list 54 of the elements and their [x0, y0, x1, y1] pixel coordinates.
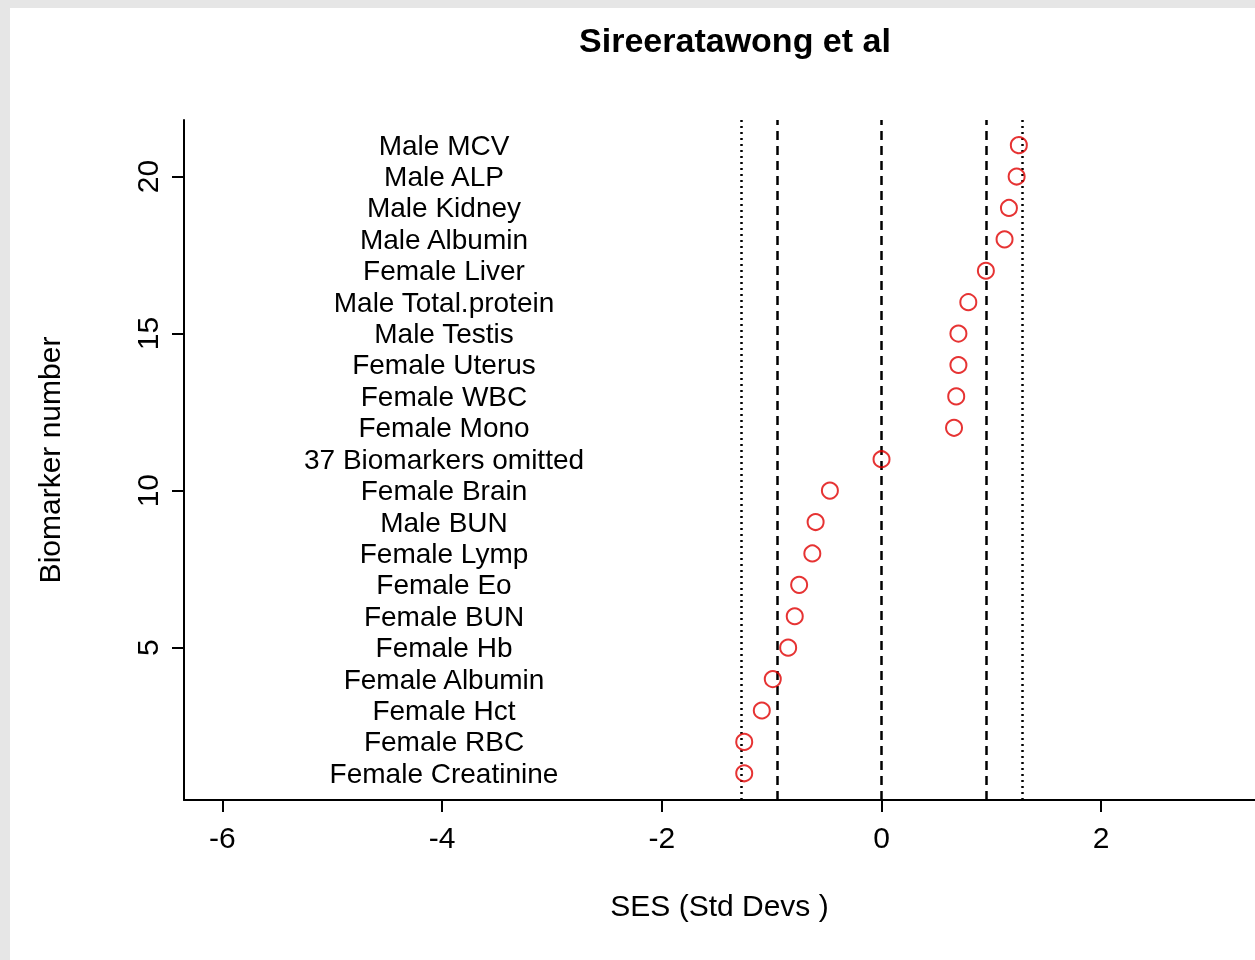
point [752, 701, 771, 720]
annotation: Female Brain [360, 475, 528, 507]
y-axis-title: Biomarker number [32, 336, 66, 584]
x-axis-title: SES (Std Devs ) [610, 888, 829, 922]
annotation: Male BUN [380, 506, 508, 538]
point [1009, 136, 1028, 155]
annotation: Female Mono [358, 412, 530, 444]
annotation: Male Albumin [359, 223, 529, 255]
point [785, 607, 804, 626]
x-tick-label: -4 [428, 820, 456, 854]
annotation: Female RBC [363, 726, 525, 758]
point [790, 575, 809, 594]
y-tick-label: 20 [130, 159, 164, 194]
annotation: Male Total.protein [333, 286, 555, 318]
annotation: Male Testis [374, 318, 514, 350]
annotation: Female BUN [363, 600, 525, 632]
annotation: Male MCV [378, 129, 510, 161]
annotation: Female Liver [363, 255, 525, 287]
annotation: Male ALP [384, 161, 504, 193]
point [999, 198, 1018, 217]
annotation: Female WBC [360, 380, 528, 412]
chart-title: Sireeratawong et al [579, 21, 891, 59]
x-tick-label: -6 [209, 820, 236, 854]
point [763, 670, 782, 689]
point [803, 544, 822, 563]
point [1007, 167, 1026, 186]
point [872, 450, 891, 469]
annotation: Male Kidney [366, 192, 522, 224]
point [949, 324, 968, 343]
point [949, 355, 968, 374]
point [735, 732, 754, 751]
x-tick-label: 2 [1092, 820, 1110, 854]
annotation: Female Uterus [352, 349, 536, 381]
point [779, 638, 798, 657]
annotation: 37 Biomarkers omitted [303, 443, 585, 475]
y-tick-label: 10 [130, 473, 164, 508]
point [735, 764, 754, 783]
point [820, 481, 839, 500]
annotation: Female Eo [376, 569, 512, 601]
x-tick-label: 0 [873, 820, 890, 854]
annotation: Female Albumin [343, 663, 545, 695]
y-tick-label: 5 [130, 639, 164, 657]
point [947, 387, 966, 406]
annotation: Female Hb [375, 632, 513, 664]
point [995, 230, 1014, 249]
point [945, 418, 964, 437]
annotation: Female Creatinine [329, 757, 559, 789]
point [976, 261, 995, 280]
annotation: Female Hct [372, 694, 516, 726]
point [959, 293, 978, 312]
annotation: Female Lymp [359, 537, 529, 569]
y-tick-label: 15 [130, 316, 164, 351]
x-tick-label: -2 [648, 820, 676, 854]
point [806, 513, 825, 532]
